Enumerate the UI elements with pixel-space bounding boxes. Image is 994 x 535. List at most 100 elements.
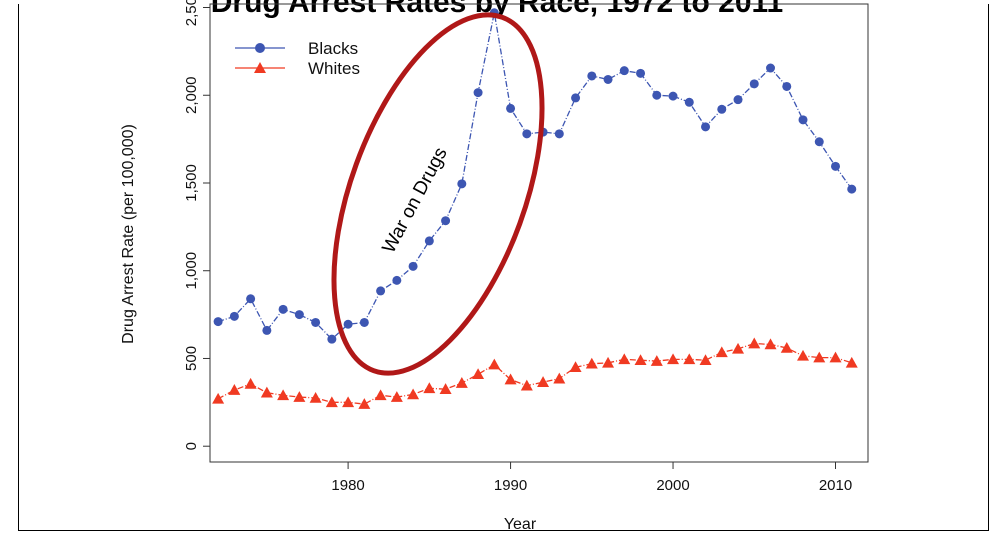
y-axis-ticks: 0 500 1,000 1,500 2,000 2,500 — [183, 0, 210, 450]
data-point-blacks — [376, 286, 386, 296]
plot-box — [209, 3, 869, 463]
data-point-whites — [732, 342, 745, 354]
data-point-whites — [780, 341, 793, 353]
data-point-blacks — [359, 317, 369, 327]
data-point-whites — [699, 354, 712, 366]
data-point-blacks — [749, 79, 759, 89]
data-point-whites — [602, 356, 615, 368]
data-point-whites — [293, 391, 306, 402]
legend: Blacks Whites — [235, 39, 360, 78]
y-axis-title: Drug Arrest Rate (per 100,000) — [120, 124, 137, 344]
data-point-blacks — [798, 115, 808, 125]
x-tick-label: 2000 — [656, 477, 689, 494]
data-point-whites — [748, 337, 761, 349]
data-point-whites — [488, 358, 501, 370]
data-point-whites — [650, 355, 663, 366]
series-line-whites — [217, 342, 852, 405]
series-line-blacks — [217, 12, 853, 341]
data-point-blacks — [473, 88, 483, 98]
data-point-whites — [342, 396, 355, 408]
data-point-blacks — [587, 71, 597, 81]
data-point-blacks — [554, 129, 564, 139]
data-point-whites — [569, 361, 582, 373]
y-tick-label: 500 — [183, 346, 200, 371]
data-point-whites — [390, 391, 403, 402]
data-point-whites — [277, 389, 290, 401]
data-point-blacks — [311, 317, 321, 327]
data-point-whites — [553, 372, 566, 384]
data-point-blacks — [408, 261, 418, 271]
y-tick-label: 2,500 — [183, 0, 200, 26]
data-point-whites — [439, 383, 452, 394]
legend-label-whites: Whites — [308, 59, 360, 78]
data-point-blacks — [831, 161, 841, 171]
data-point-blacks — [636, 68, 646, 78]
data-point-blacks — [262, 325, 272, 335]
data-point-whites — [374, 389, 387, 401]
legend-marker-whites — [254, 62, 266, 73]
data-point-whites — [797, 349, 810, 361]
data-point-whites — [634, 354, 647, 366]
data-point-whites — [407, 388, 420, 400]
data-point-blacks — [327, 334, 337, 344]
x-tick-label: 2010 — [819, 477, 852, 494]
data-point-whites — [715, 346, 728, 358]
data-point-whites — [683, 353, 696, 365]
data-point-blacks — [213, 317, 223, 327]
x-axis-title: Year — [504, 516, 537, 533]
data-point-blacks — [668, 91, 678, 101]
data-point-blacks — [733, 95, 743, 105]
data-point-blacks — [441, 216, 451, 226]
data-point-blacks — [246, 294, 256, 304]
data-point-whites — [585, 357, 598, 369]
data-point-blacks — [847, 184, 857, 194]
data-point-blacks — [717, 104, 727, 114]
y-tick-label: 0 — [183, 442, 200, 450]
data-point-blacks — [343, 319, 353, 329]
data-point-blacks — [571, 93, 581, 103]
legend-marker-blacks — [255, 43, 265, 53]
y-tick-label: 1,000 — [183, 252, 200, 290]
data-point-whites — [358, 398, 371, 409]
x-tick-label: 1990 — [494, 477, 527, 494]
y-tick-label: 1,500 — [183, 164, 200, 202]
data-point-blacks — [506, 103, 516, 113]
data-point-blacks — [392, 275, 402, 285]
data-point-blacks — [457, 179, 467, 189]
data-point-blacks — [424, 236, 434, 246]
data-point-blacks — [603, 74, 613, 84]
x-axis-ticks: 1980 1990 2000 2010 — [331, 462, 852, 494]
data-point-blacks — [782, 81, 792, 91]
data-point-blacks — [814, 137, 824, 147]
data-point-blacks — [294, 310, 304, 320]
series-layer — [212, 8, 858, 409]
data-point-whites — [504, 373, 517, 385]
data-point-whites — [472, 368, 485, 380]
data-point-whites — [260, 386, 273, 398]
data-point-whites — [520, 379, 533, 391]
data-point-whites — [455, 377, 468, 388]
data-point-blacks — [522, 129, 532, 139]
data-point-blacks — [701, 122, 711, 132]
data-point-blacks — [652, 90, 662, 100]
data-point-blacks — [766, 63, 776, 73]
data-point-blacks — [278, 304, 288, 314]
x-tick-label: 1980 — [331, 477, 364, 494]
data-point-whites — [618, 353, 631, 365]
data-point-whites — [813, 351, 826, 363]
data-point-whites — [537, 376, 550, 387]
data-point-blacks — [229, 311, 239, 321]
data-point-blacks — [619, 66, 629, 76]
data-point-blacks — [684, 97, 694, 107]
data-point-whites — [423, 382, 436, 394]
war-on-drugs-label: War on Drugs — [379, 144, 452, 257]
y-tick-label: 2,000 — [183, 76, 200, 114]
data-point-whites — [228, 384, 241, 395]
data-point-whites — [244, 377, 257, 389]
data-point-whites — [212, 392, 225, 404]
axes-group: 1980 1990 2000 2010 0 500 1,000 1,500 2,000 2,50… — [183, 0, 869, 494]
war-on-drugs-ellipse — [331, 12, 545, 376]
data-point-whites — [325, 396, 338, 408]
data-point-whites — [845, 356, 858, 368]
